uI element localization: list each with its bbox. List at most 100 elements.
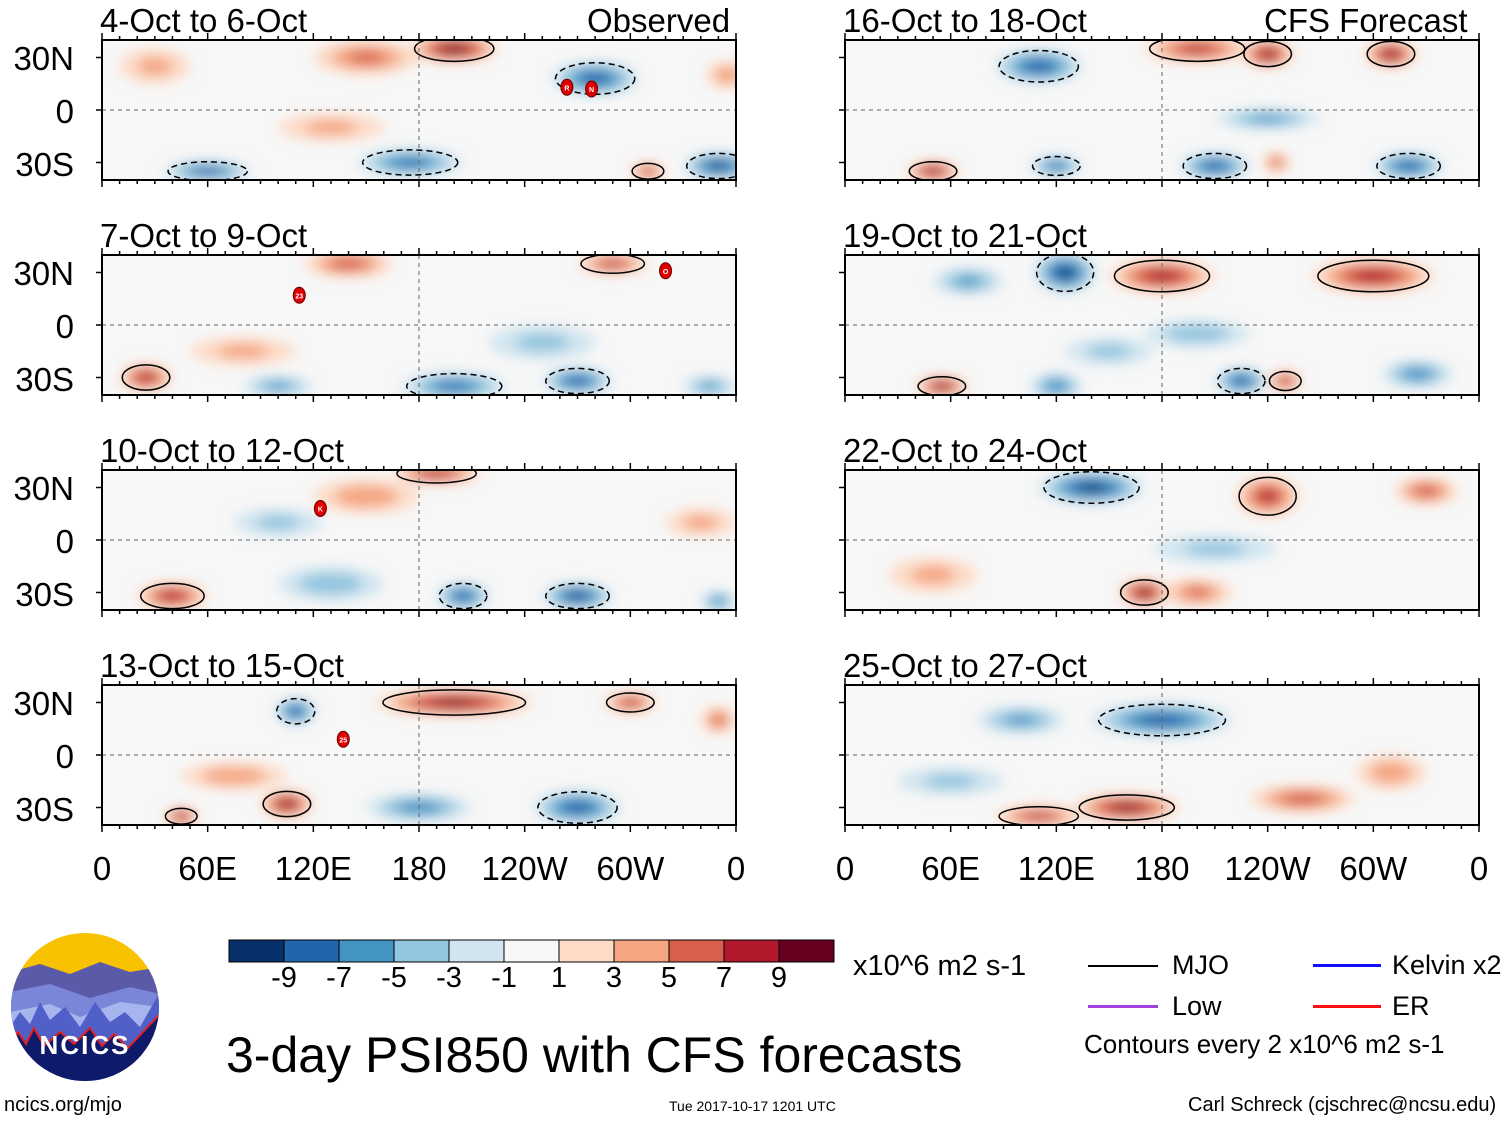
latitude-label: 30S bbox=[15, 791, 74, 828]
cfs-forecast-label: CFS Forecast bbox=[1264, 2, 1468, 39]
anomaly-contour-fill bbox=[570, 593, 585, 599]
latitude-label: 30S bbox=[15, 146, 74, 183]
latitude-label: 30N bbox=[13, 685, 74, 722]
longitude-label: 60E bbox=[921, 850, 981, 887]
colorbar-swatch bbox=[668, 939, 725, 963]
anomaly-contour-fill bbox=[712, 715, 725, 725]
anomaly-contour-fill bbox=[911, 566, 956, 584]
anomaly-contour-fill bbox=[956, 276, 981, 286]
ncics-link[interactable]: ncics.org/mjo bbox=[4, 1094, 122, 1116]
observed-label: Observed bbox=[587, 2, 731, 39]
anomaly-contour-fill bbox=[1049, 163, 1063, 169]
mjo-contour bbox=[1035, 255, 1095, 293]
anomaly-contour-fill bbox=[1271, 159, 1282, 166]
anomaly-contour-fill bbox=[1184, 45, 1211, 53]
anomaly-contour-fill bbox=[700, 382, 719, 390]
mjo-contour bbox=[537, 791, 618, 824]
colorbar-tick-label: -3 bbox=[436, 962, 462, 994]
longitude-label: 120E bbox=[1017, 850, 1095, 887]
anomaly-contour-fill bbox=[1006, 715, 1036, 725]
mjo-contour bbox=[998, 49, 1080, 83]
colorbar-tick-label: -1 bbox=[491, 962, 517, 994]
colorbar-swatch bbox=[778, 939, 835, 963]
legend-kelvin: Kelvin x2 bbox=[1392, 950, 1502, 980]
map-panel bbox=[839, 248, 1480, 402]
anomaly-contour-fill bbox=[1259, 491, 1276, 502]
anomaly-contour-fill bbox=[177, 814, 185, 818]
latitude-label: 30N bbox=[13, 40, 74, 77]
mjo-line-swatch bbox=[1088, 965, 1158, 967]
colorbar-swatch bbox=[448, 939, 505, 963]
mjo-contour bbox=[545, 367, 610, 395]
mjo-contour bbox=[121, 364, 171, 391]
legend-mjo: MJO bbox=[1172, 950, 1229, 980]
anomaly-contour-fill bbox=[1203, 161, 1227, 171]
kelvin-line-swatch bbox=[1313, 964, 1381, 967]
anomaly-contour-fill bbox=[623, 699, 637, 706]
anomaly-contour-fill bbox=[1116, 804, 1138, 811]
mjo-contour bbox=[1243, 40, 1293, 68]
anomaly-contour-fill bbox=[683, 515, 719, 530]
colorbar-swatch bbox=[613, 939, 670, 963]
panel-title: 10-Oct to 12-Oct bbox=[100, 432, 344, 469]
anomaly-contour-fill bbox=[515, 333, 569, 352]
mjo-contour bbox=[405, 372, 503, 395]
anomaly-contour-fill bbox=[562, 801, 593, 814]
colorbar-tick-label: 3 bbox=[605, 962, 623, 994]
colorbar-tick-label: 7 bbox=[715, 962, 733, 994]
tropical-cyclone-icon bbox=[585, 80, 599, 98]
mjo-contour bbox=[1148, 40, 1246, 63]
longitude-label: 60W bbox=[596, 850, 665, 887]
colorbar-swatch bbox=[338, 939, 395, 963]
anomaly-contour-fill bbox=[580, 72, 610, 85]
mjo-contour bbox=[1182, 152, 1248, 180]
panel-title: 7-Oct to 9-Oct bbox=[100, 217, 308, 254]
panel-title: 4-Oct to 6-Oct bbox=[100, 2, 308, 39]
tropical-cyclone-icon bbox=[560, 78, 574, 96]
mjo-contour bbox=[605, 692, 655, 713]
colorbar-tick-label: 1 bbox=[550, 962, 568, 994]
contour-note: Contours every 2 x10^6 m2 s-1 bbox=[1084, 1029, 1445, 1059]
mjo-contour bbox=[275, 697, 316, 725]
anomaly-contour-fill bbox=[927, 169, 939, 174]
anomaly-contour-fill bbox=[1280, 378, 1290, 384]
mjo-contour bbox=[1238, 476, 1297, 516]
anomaly-contour-fill bbox=[137, 372, 155, 383]
anomaly-contour-fill bbox=[1087, 344, 1132, 359]
longitude-label: 120E bbox=[274, 850, 352, 887]
mjo-contour bbox=[917, 376, 967, 395]
mjo-contour bbox=[396, 470, 477, 484]
cyclone-label: R bbox=[564, 85, 569, 92]
anomaly-contour-fill bbox=[1024, 60, 1054, 73]
latitude-label: 0 bbox=[55, 523, 74, 560]
low-line-swatch bbox=[1088, 1005, 1158, 1008]
latitude-label: 0 bbox=[55, 308, 74, 345]
longitude-label: 0 bbox=[1469, 850, 1489, 887]
anomaly-contour-fill bbox=[1396, 161, 1421, 171]
mjo-contour bbox=[908, 161, 958, 180]
panel-title: 16-Oct to 18-Oct bbox=[843, 2, 1087, 39]
timestamp: Tue 2017-10-17 1201 UTC bbox=[669, 1098, 836, 1114]
anomaly-contour-fill bbox=[710, 596, 726, 606]
cyclone-label: N bbox=[589, 87, 594, 94]
longitude-label: 0 bbox=[92, 850, 112, 887]
anomaly-contour-fill bbox=[438, 699, 471, 706]
tropical-cyclone-icon bbox=[659, 262, 673, 280]
anomaly-contour-fill bbox=[202, 767, 266, 785]
anomaly-contour-fill bbox=[441, 382, 468, 390]
anomaly-contour-fill bbox=[924, 774, 978, 789]
anomaly-contour-fill bbox=[1144, 270, 1180, 282]
cyclone-label: 23 bbox=[295, 293, 303, 300]
anomaly-contour-fill bbox=[1027, 813, 1050, 819]
anomaly-contour-fill bbox=[256, 515, 301, 530]
latitude-label: 0 bbox=[55, 93, 74, 130]
longitude-label: 60W bbox=[1339, 850, 1408, 887]
legend-low: Low bbox=[1172, 991, 1222, 1021]
anomaly-contour-fill bbox=[643, 169, 653, 174]
latitude-label: 0 bbox=[55, 738, 74, 775]
anomaly-contour-fill bbox=[1080, 484, 1103, 491]
anomaly-contour-fill bbox=[1402, 368, 1433, 380]
anomaly-contour-fill bbox=[454, 591, 472, 601]
mjo-contour bbox=[1113, 259, 1211, 293]
colorbar-swatch bbox=[283, 939, 340, 963]
